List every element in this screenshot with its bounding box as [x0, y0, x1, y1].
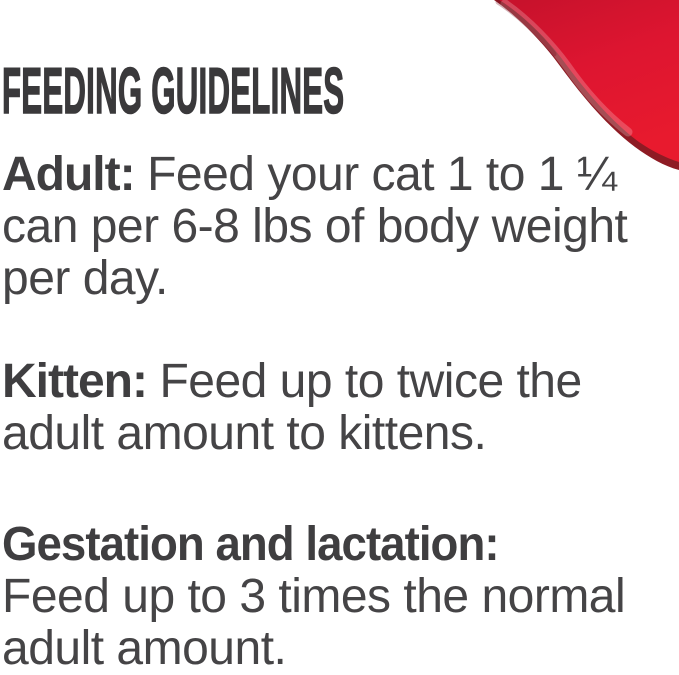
kitten-label: Kitten: [2, 355, 148, 408]
feeding-section-kitten: Kitten: Feed up to twice the adult amount … [2, 356, 582, 460]
gestation-line-1: Feed up to 3 times the normal [2, 570, 626, 623]
gestation-line-2: adult amount. [2, 622, 287, 675]
adult-line-1: Feed your cat 1 to 1 ¼ [147, 148, 617, 201]
adult-line-3: per day. [2, 252, 168, 305]
page-title: FEEDING GUIDELINES [2, 54, 679, 127]
feeding-section-adult: Adult: Feed your cat 1 to 1 ¼ can per 6-8 … [2, 148, 628, 305]
kitten-line-1: Feed up to twice the [159, 355, 582, 408]
adult-label: Adult: [2, 148, 136, 201]
gestation-label: Gestation and lactation: [2, 518, 500, 571]
page-title-text: FEEDING GUIDELINES [2, 54, 345, 127]
adult-line-2: can per 6-8 lbs of body weight [2, 200, 628, 253]
swoosh-edge-shade [495, 0, 557, 57]
kitten-line-2: adult amount to kittens. [2, 407, 487, 460]
feeding-section-gestation: Gestation and lactation: Feed up to 3 tim… [2, 518, 626, 675]
